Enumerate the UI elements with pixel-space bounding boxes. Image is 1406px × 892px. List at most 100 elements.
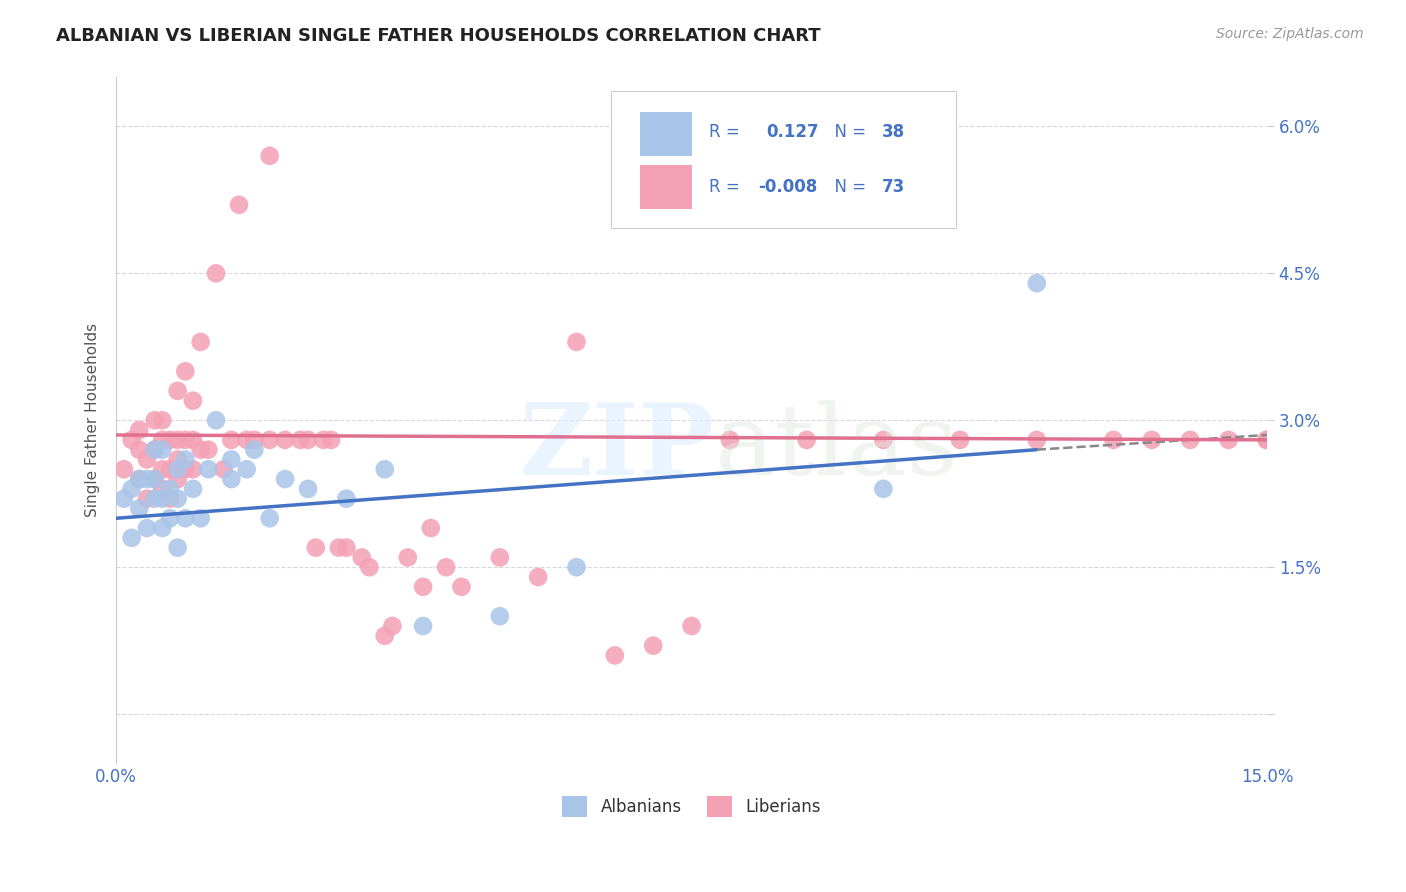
Point bbox=[290, 433, 312, 447]
Point bbox=[128, 472, 150, 486]
Point bbox=[205, 266, 228, 280]
Point bbox=[174, 462, 197, 476]
Point bbox=[243, 433, 266, 447]
Point bbox=[1102, 433, 1125, 447]
Point bbox=[374, 462, 396, 476]
Point bbox=[1025, 433, 1047, 447]
Point bbox=[228, 198, 250, 212]
Point bbox=[527, 570, 550, 584]
Point bbox=[374, 629, 396, 643]
Point bbox=[128, 423, 150, 437]
Point bbox=[128, 472, 150, 486]
Point bbox=[121, 433, 143, 447]
Point bbox=[718, 433, 741, 447]
Text: Source: ZipAtlas.com: Source: ZipAtlas.com bbox=[1216, 27, 1364, 41]
Point bbox=[150, 442, 173, 457]
Point bbox=[181, 393, 204, 408]
Point bbox=[181, 462, 204, 476]
Point bbox=[143, 442, 166, 457]
Point bbox=[159, 482, 181, 496]
Point bbox=[159, 511, 181, 525]
Point bbox=[1256, 433, 1278, 447]
Point bbox=[488, 609, 510, 624]
Point bbox=[412, 580, 434, 594]
Text: 73: 73 bbox=[882, 178, 904, 196]
Point bbox=[121, 482, 143, 496]
Text: ZIP: ZIP bbox=[520, 400, 714, 496]
Point bbox=[205, 413, 228, 427]
Point bbox=[112, 491, 135, 506]
Point bbox=[136, 491, 159, 506]
Point bbox=[259, 433, 281, 447]
Point bbox=[166, 491, 188, 506]
Point bbox=[221, 433, 243, 447]
Point bbox=[150, 491, 173, 506]
Point bbox=[419, 521, 441, 535]
Point bbox=[235, 462, 257, 476]
Point bbox=[259, 511, 281, 525]
Point bbox=[274, 472, 297, 486]
Point bbox=[643, 639, 665, 653]
Point bbox=[136, 452, 159, 467]
Point bbox=[166, 472, 188, 486]
Point bbox=[174, 433, 197, 447]
Point bbox=[136, 472, 159, 486]
Bar bbox=[640, 112, 692, 156]
Point bbox=[143, 472, 166, 486]
Point bbox=[197, 462, 219, 476]
Text: -0.008: -0.008 bbox=[758, 178, 817, 196]
Point bbox=[1025, 276, 1047, 290]
Point bbox=[143, 491, 166, 506]
Point bbox=[181, 482, 204, 496]
Point bbox=[221, 452, 243, 467]
Point bbox=[872, 433, 894, 447]
Point bbox=[166, 462, 188, 476]
Point bbox=[150, 521, 173, 535]
Point bbox=[150, 433, 173, 447]
Point bbox=[1218, 433, 1240, 447]
Point bbox=[150, 482, 173, 496]
Text: N =: N = bbox=[824, 123, 872, 141]
Text: atlas: atlas bbox=[714, 400, 957, 496]
Point bbox=[136, 521, 159, 535]
Point bbox=[565, 334, 588, 349]
Point bbox=[159, 491, 181, 506]
Text: R =: R = bbox=[709, 178, 745, 196]
Point bbox=[190, 334, 212, 349]
Point bbox=[150, 413, 173, 427]
Point bbox=[1256, 433, 1278, 447]
Bar bbox=[640, 164, 692, 209]
Point bbox=[603, 648, 626, 663]
Point bbox=[174, 452, 197, 467]
Point bbox=[681, 619, 703, 633]
Point bbox=[259, 149, 281, 163]
Point bbox=[143, 472, 166, 486]
Point bbox=[121, 531, 143, 545]
Point bbox=[143, 442, 166, 457]
Text: 0.127: 0.127 bbox=[766, 123, 820, 141]
Point bbox=[190, 442, 212, 457]
Point bbox=[174, 364, 197, 378]
Point bbox=[159, 462, 181, 476]
FancyBboxPatch shape bbox=[612, 91, 956, 228]
Legend: Albanians, Liberians: Albanians, Liberians bbox=[555, 789, 827, 823]
Y-axis label: Single Father Households: Single Father Households bbox=[86, 323, 100, 517]
Point bbox=[297, 482, 319, 496]
Point bbox=[488, 550, 510, 565]
Point bbox=[396, 550, 419, 565]
Point bbox=[150, 462, 173, 476]
Point bbox=[212, 462, 235, 476]
Point bbox=[335, 541, 357, 555]
Text: ALBANIAN VS LIBERIAN SINGLE FATHER HOUSEHOLDS CORRELATION CHART: ALBANIAN VS LIBERIAN SINGLE FATHER HOUSE… bbox=[56, 27, 821, 45]
Point bbox=[181, 433, 204, 447]
Point bbox=[565, 560, 588, 574]
Text: 38: 38 bbox=[882, 123, 904, 141]
Point bbox=[174, 511, 197, 525]
Point bbox=[221, 472, 243, 486]
Point bbox=[112, 462, 135, 476]
Text: R =: R = bbox=[709, 123, 745, 141]
Point bbox=[350, 550, 373, 565]
Point bbox=[381, 619, 404, 633]
Point bbox=[434, 560, 457, 574]
Point bbox=[166, 384, 188, 398]
